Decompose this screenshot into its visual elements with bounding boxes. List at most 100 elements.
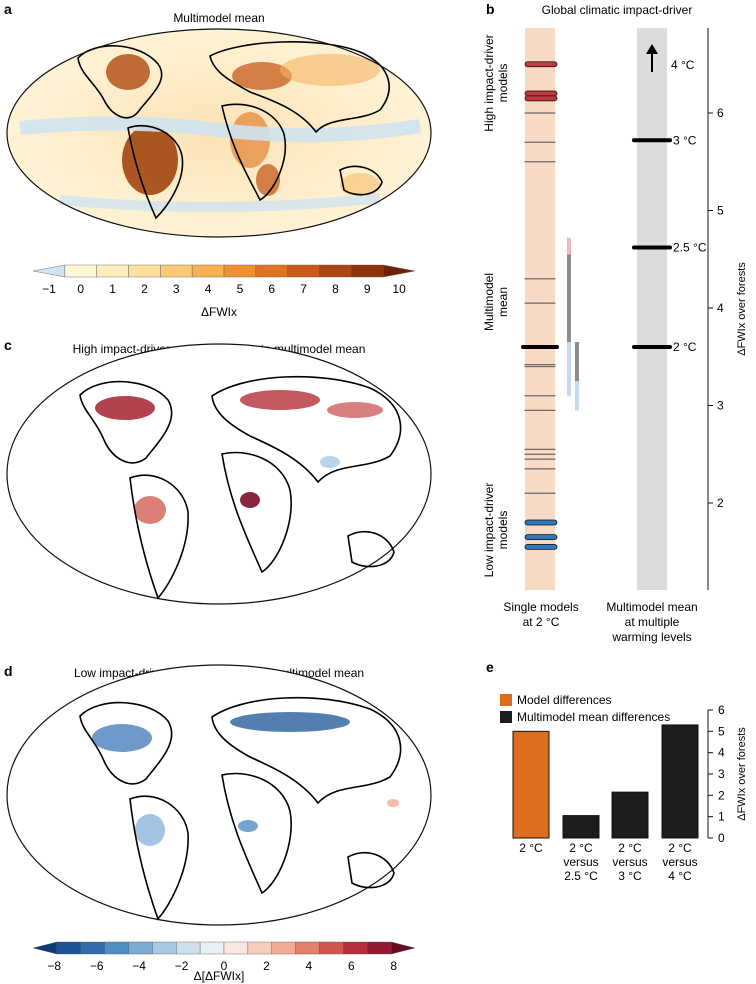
- colorbar-tick-label: −6: [90, 959, 104, 973]
- axis-e-tick-label: 0: [718, 831, 725, 845]
- group-label: mean: [496, 287, 510, 317]
- colorbar-tick-label: −8: [47, 959, 61, 973]
- panel-c-letter: c: [4, 337, 12, 353]
- colorbar-swatch: [152, 941, 177, 955]
- warming-level-label: 4 °C: [671, 58, 695, 72]
- axis-b-tick-label: 6: [717, 106, 724, 120]
- map-high-impact-models: [6, 343, 432, 605]
- colorbar-swatch: [295, 941, 320, 955]
- spread-bar-low-tint: [567, 342, 571, 396]
- bar-category-label: 2 °C: [519, 841, 543, 855]
- colorbar-swatch: [64, 264, 97, 278]
- colorbar-tick-label: 9: [364, 282, 371, 296]
- panel-a-letter: a: [4, 1, 12, 17]
- warming-level-label: 2 °C: [673, 340, 697, 354]
- panel-d-letter: d: [4, 663, 13, 679]
- low-impact-model-line: [524, 534, 558, 541]
- bar-category-label: 2 °C versus 2.5 °C: [563, 841, 598, 883]
- axis-e-tick-label: 3: [718, 767, 725, 781]
- colorbar-swatch: [343, 941, 368, 955]
- axis-e-tick-label: 2: [718, 788, 725, 802]
- column-label-multimodel: Multimodel mean at multiple warming levels: [606, 600, 697, 644]
- colorbar-tick-label: 0: [221, 959, 228, 973]
- low-impact-model-line: [524, 543, 558, 550]
- legend-swatch: [500, 694, 512, 706]
- colorbar-tick-label: 10: [392, 282, 406, 296]
- axis-e-tick-label: 5: [718, 724, 725, 738]
- panel-a: a Multimodel mean −1 0 1 2 3 4 5 6 7 8 9 10 ΔFWIx: [4, 1, 432, 319]
- group-label: models: [496, 511, 510, 550]
- axis-b-tick-label: 2: [717, 496, 724, 510]
- colorbar-swatch: [223, 264, 257, 278]
- colorbar-tick-label: 4: [205, 282, 212, 296]
- group-label: Multimodel: [482, 273, 496, 331]
- colorbar-swatch: [287, 264, 320, 278]
- colorbar-tick-label: 8: [390, 959, 397, 973]
- bar: [512, 730, 550, 839]
- axis-b-tick-label: 4: [717, 301, 724, 315]
- colorbar-swatch: [351, 264, 384, 278]
- colorbar-swatch: [255, 264, 288, 278]
- colorbar-swatch: [247, 941, 272, 955]
- colorbar-tick-label: −2: [175, 959, 189, 973]
- colorbar-swatch: [382, 264, 416, 278]
- panel-a-title: Multimodel mean: [173, 11, 264, 25]
- colorbar-swatch: [319, 941, 344, 955]
- bar: [611, 791, 649, 839]
- panel-e-letter: e: [486, 659, 494, 675]
- spread-bar-high-tint: [567, 237, 571, 255]
- panel-d: d Low impact-driver models, relative to …: [4, 663, 432, 983]
- chart-b: 2 3 4 5 6 ΔFWIx over forests 2 °C 2.5 °C 3 °C 4 °…: [482, 28, 748, 644]
- colorbar-tick-label: −4: [132, 959, 146, 973]
- group-label: Low impact-driver: [482, 483, 496, 578]
- colorbar-swatch: [271, 941, 296, 955]
- bar: [661, 724, 699, 839]
- warming-arrow-head: [646, 44, 658, 54]
- colorbar-tick-label: 4: [306, 959, 313, 973]
- legend-label: Multimodel mean differences: [517, 710, 670, 724]
- warming-level-label: 2.5 °C: [673, 241, 707, 255]
- colorbar-tick-label: 6: [348, 959, 355, 973]
- spread-bar-core: [575, 342, 579, 382]
- axis-e-ylabel: ΔFWIx over forests: [736, 727, 748, 821]
- colorbar-swatch: [32, 264, 66, 278]
- panel-e: e 0 1 2 3 4 5 6 ΔFWIx over forests 2 °C 2 °C versu…: [486, 659, 748, 883]
- axis-e-tick-label: 1: [718, 810, 725, 824]
- panel-b-title: Global climatic impact-driver: [542, 3, 693, 17]
- colorbar-swatch: [128, 941, 153, 955]
- colorbar-swatch: [104, 941, 129, 955]
- single-models-band: [525, 28, 555, 590]
- map-low-impact-models: [6, 664, 432, 926]
- colorbar-a-label: ΔFWIx: [201, 305, 237, 319]
- colorbar-tick-label: −1: [42, 282, 56, 296]
- axis-e-tick-label: 4: [718, 746, 725, 760]
- high-impact-model-line: [524, 90, 558, 97]
- legend-label: Model differences: [517, 693, 612, 707]
- colorbar-swatch: [319, 264, 352, 278]
- axis-b-ylabel: ΔFWIx over forests: [736, 262, 748, 356]
- spread-bar-core: [567, 254, 571, 343]
- legend-swatch: [500, 711, 512, 723]
- colorbar-swatch: [128, 264, 161, 278]
- group-label: models: [496, 64, 510, 103]
- axis-b-tick-label: 3: [717, 399, 724, 413]
- bar-category-label: 2 °C versus 3 °C: [612, 841, 647, 883]
- multimodel-band: [637, 28, 667, 590]
- low-impact-model-line: [524, 519, 558, 526]
- bar: [562, 815, 600, 839]
- warming-level-label: 3 °C: [673, 133, 697, 147]
- axis-b-tick-label: 5: [717, 204, 724, 218]
- colorbar-tick-label: 0: [77, 282, 84, 296]
- colorbar-swatch: [191, 264, 225, 278]
- colorbar-tick-label: 5: [237, 282, 244, 296]
- spread-bar-low-tint: [575, 381, 579, 411]
- panel-b: b Global climatic impact-driver 2 3 4 5 6 ΔFW…: [482, 1, 748, 644]
- colorbar-swatch: [390, 941, 416, 955]
- colorbar-d-label: Δ[ΔFWIx]: [194, 969, 245, 983]
- map-multimodel-mean: [6, 28, 432, 238]
- colorbar-swatch: [160, 264, 193, 278]
- bar-category-label: 2 °C versus 4 °C: [662, 841, 697, 883]
- colorbar-swatch: [96, 264, 129, 278]
- colorbar-swatch: [199, 941, 225, 955]
